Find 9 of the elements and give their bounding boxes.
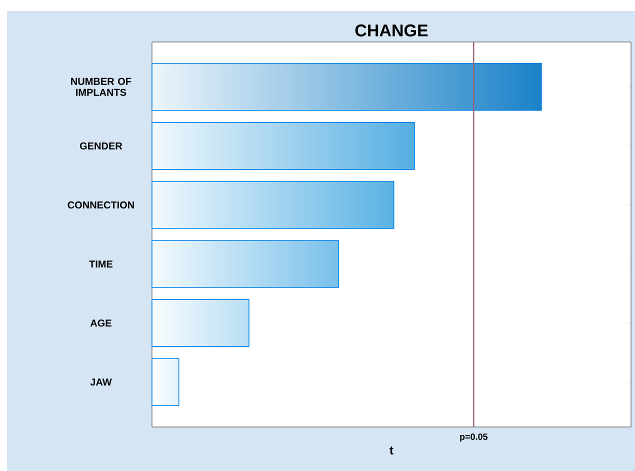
y-tick-label: TIME (89, 260, 113, 268)
y-tick-label: GENDER (80, 142, 122, 150)
y-tick-label: NUMBER OF IMPLANTS (71, 78, 132, 96)
chart-title: CHANGE (355, 24, 428, 36)
text: p=0.05 (460, 434, 488, 442)
y-tick-label: JAW (90, 378, 112, 386)
y-tick-label: CONNECTION (68, 201, 134, 209)
y-tick-label: AGE (90, 320, 112, 327)
x-axis-title: t (390, 446, 394, 454)
